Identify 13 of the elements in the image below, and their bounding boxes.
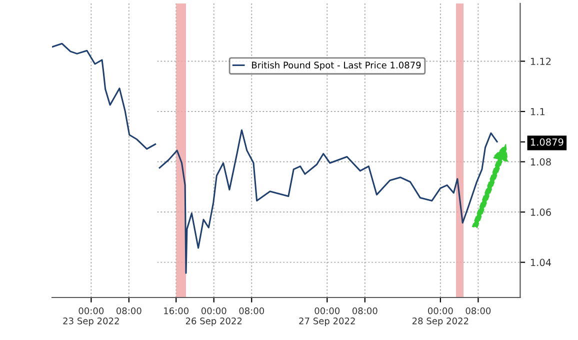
x-tick-label: 08:00: [466, 307, 491, 314]
x-tick-label: 08:00: [239, 307, 264, 314]
y-tick-label: 1.08: [530, 158, 551, 166]
y-tick-label: 1.0879: [530, 138, 564, 146]
y-tick-label: 1.04: [530, 258, 552, 266]
x-tick-label: 08:00: [116, 307, 142, 314]
x-tick-label: 16:00: [164, 307, 189, 314]
y-tick-label: 1.06: [530, 208, 551, 216]
y-tick-label: 1.12: [530, 58, 551, 65]
line-series: [158, 129, 498, 274]
y-tick-label: 1.1: [530, 108, 544, 116]
legend-label: British Pound Spot - Last Price 1.0879: [252, 62, 421, 70]
x-tick-label: 08:00: [352, 307, 378, 314]
